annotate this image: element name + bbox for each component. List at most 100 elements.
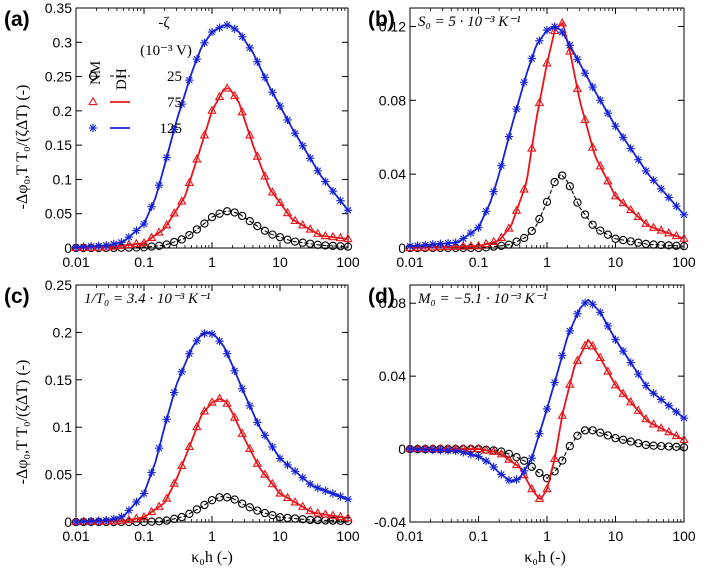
data-point xyxy=(170,125,179,134)
data-point xyxy=(542,58,552,67)
data-point xyxy=(192,154,202,163)
y-tick-label: 0.25 xyxy=(45,69,72,85)
data-point xyxy=(542,197,552,206)
data-point xyxy=(207,329,217,339)
data-point xyxy=(200,219,209,228)
data-point xyxy=(336,492,345,501)
data-point xyxy=(603,321,613,331)
data-point xyxy=(275,197,285,206)
data-point xyxy=(489,236,499,246)
data-point xyxy=(534,97,545,107)
data-point xyxy=(549,453,560,463)
data-point xyxy=(656,395,666,404)
legend-dh-header: DH xyxy=(114,68,130,90)
data-point xyxy=(588,82,597,92)
data-point xyxy=(222,349,232,358)
data-point xyxy=(565,46,575,55)
data-point xyxy=(535,468,544,478)
data-point xyxy=(679,210,689,219)
data-point xyxy=(511,205,522,214)
data-point xyxy=(230,366,239,375)
data-point xyxy=(504,223,514,232)
x-tick-label: 10 xyxy=(608,254,624,270)
data-point xyxy=(117,238,126,247)
data-point xyxy=(466,228,476,238)
data-point xyxy=(573,431,582,440)
x-axis-label-left: κ₀h (-) xyxy=(191,549,233,566)
data-point xyxy=(672,407,681,417)
data-point xyxy=(253,57,262,66)
data-point xyxy=(245,443,255,453)
y-tick-label: 0.08 xyxy=(379,295,406,311)
data-point xyxy=(542,404,552,414)
legend-zeta-unit: (10⁻³ V) xyxy=(140,43,192,59)
data-point xyxy=(436,239,445,249)
data-point xyxy=(124,232,134,242)
data-point xyxy=(611,335,620,344)
data-point xyxy=(649,389,658,398)
y-tick-label: 0.2 xyxy=(53,324,73,340)
x-tick-label: 10 xyxy=(272,528,288,544)
data-point xyxy=(305,505,315,515)
y-tick-label: -0.04 xyxy=(374,514,406,530)
x-tick-label: 100 xyxy=(336,254,360,270)
data-point xyxy=(230,495,239,504)
series-75 xyxy=(71,83,353,252)
data-point xyxy=(496,232,507,241)
data-point xyxy=(512,452,521,462)
series-line xyxy=(75,397,349,523)
data-point xyxy=(618,388,628,397)
data-point xyxy=(626,358,635,367)
data-point xyxy=(527,54,536,63)
data-point xyxy=(245,130,255,139)
data-point xyxy=(177,460,187,470)
x-tick-label: 0.1 xyxy=(469,254,489,270)
data-point xyxy=(519,184,529,193)
data-point xyxy=(634,155,643,164)
data-point xyxy=(268,511,277,520)
data-point xyxy=(131,238,142,248)
data-point xyxy=(245,503,254,512)
legend-row: 25 xyxy=(88,69,182,85)
x-tick-label: 10 xyxy=(272,254,288,270)
chart-panel: (c) 1/T₀ = 3.4 · 10⁻³ K⁻¹ 0.01 0.1 1 10 100 0 0.… xyxy=(4,277,360,544)
data-point xyxy=(458,241,468,250)
data-point xyxy=(580,210,590,219)
data-point xyxy=(489,446,499,455)
data-point xyxy=(497,161,506,170)
data-point xyxy=(253,506,262,515)
data-point xyxy=(86,516,96,526)
y-tick-label: 0.1 xyxy=(53,419,73,435)
data-point xyxy=(102,516,111,525)
data-point xyxy=(618,435,628,444)
data-point xyxy=(519,78,529,87)
y-tick-label: 0.15 xyxy=(45,372,72,388)
y-tick-label: 0.25 xyxy=(45,277,72,293)
x-tick-label: 1 xyxy=(208,254,216,270)
data-point xyxy=(268,442,277,452)
data-point xyxy=(200,500,209,510)
legend-label: 25 xyxy=(167,69,182,85)
data-point xyxy=(610,190,621,200)
data-point xyxy=(558,171,567,180)
x-tick-label: 100 xyxy=(336,528,360,544)
data-point xyxy=(634,369,643,379)
data-point xyxy=(504,132,514,141)
data-point xyxy=(534,493,545,502)
data-point xyxy=(124,239,134,249)
data-point xyxy=(298,141,307,150)
data-point xyxy=(611,234,620,243)
y-tick-label: 0 xyxy=(398,240,406,256)
y-tick-label: 0.15 xyxy=(45,137,72,153)
data-point xyxy=(71,243,81,252)
data-point xyxy=(215,23,224,32)
x-tick-label: 100 xyxy=(672,528,696,544)
data-point xyxy=(587,341,598,350)
data-point xyxy=(131,513,142,522)
data-point xyxy=(504,240,514,249)
data-point xyxy=(550,22,559,31)
data-point xyxy=(511,459,522,469)
chart-panel: (b) S₀ = 5 · 10⁻³ K⁻¹ 0.01 0.1 1 10 100 0 0.04 0.… xyxy=(368,7,696,270)
data-point xyxy=(421,445,430,454)
data-point xyxy=(610,379,621,389)
